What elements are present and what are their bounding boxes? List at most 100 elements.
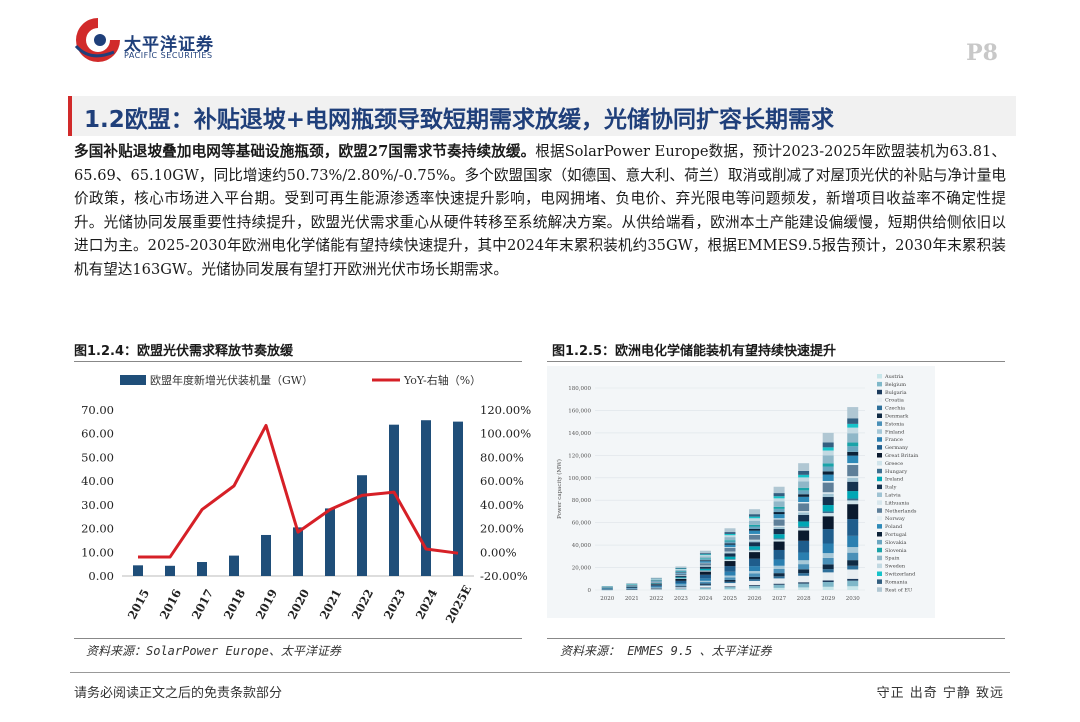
segment-2027-Sweden (773, 498, 785, 502)
segment-2024-Latvia (699, 565, 711, 567)
segment-2026-Greece (749, 550, 761, 553)
legend-swatch-Slovakia (877, 539, 882, 545)
segment-2030-Hungary (847, 498, 859, 501)
segment-2024-France (699, 578, 711, 581)
legend-label-Slovenia: Slovenia (885, 548, 907, 554)
x-tick-2018: 2018 (221, 587, 248, 622)
segment-2029-Ireland (822, 505, 834, 512)
y-left-tick: 50.00 (81, 450, 114, 464)
segment-2028-Italy (798, 514, 810, 522)
segment-2026-Netherlands (749, 534, 761, 540)
legend-label-Portugal: Portugal (885, 532, 907, 538)
segment-2030-Portugal (847, 451, 859, 456)
x-tick-2022: 2022 (349, 587, 376, 622)
segment-2024-Portugal (699, 560, 711, 562)
company-logo (70, 12, 220, 68)
y-tick: 0 (588, 588, 592, 594)
segment-2028-Estonia (798, 564, 810, 570)
bar-2015 (133, 565, 143, 576)
segment-2024-Croatia (699, 585, 711, 588)
segment-2029-Finland (822, 553, 834, 558)
legend-swatch-Portugal (877, 532, 882, 537)
segment-2030-Great Britain (847, 504, 859, 520)
segment-2027-Finland (773, 565, 785, 569)
segment-2029-Bulgaria (822, 580, 834, 582)
segment-2026-Latvia (749, 540, 761, 543)
segment-2029-Sweden (822, 450, 834, 456)
legend-swatch-Estonia (877, 421, 882, 426)
segment-2028-Spain (798, 481, 810, 488)
segment-2030-Switzerland (847, 423, 859, 428)
segment-2027-Ireland (773, 534, 785, 539)
bar-2022 (357, 475, 367, 576)
segment-2025-Bulgaria (724, 586, 736, 587)
figure-right-source: 资料来源： EMMES 9.5 、太平洋证券 (560, 644, 772, 658)
segment-2022-France (650, 586, 662, 588)
segment-2025-Switzerland (724, 533, 736, 536)
segment-2027-Netherlands (773, 519, 785, 526)
segment-2022-Netherlands (650, 581, 662, 583)
segment-2024-Germany (699, 574, 711, 579)
segment-2025-Denmark (724, 579, 736, 582)
figure-right-rule (547, 361, 1005, 362)
segment-2028-Slovakia (798, 490, 810, 495)
y-left-tick: 70.00 (81, 403, 114, 417)
segment-2028-France (798, 552, 810, 561)
y-right-tick: 20.00% (480, 522, 524, 536)
segment-2022-Poland (650, 580, 662, 582)
segment-2026-Poland (749, 530, 761, 534)
segment-2022-Croatia (650, 588, 662, 590)
segment-2025-Croatia (724, 583, 736, 587)
segment-2022-Spain (650, 579, 662, 581)
legend-label-Belgium: Belgium (885, 382, 906, 388)
segment-2029-France (822, 543, 834, 554)
segment-2030-France (847, 535, 859, 548)
y-right-tick: 40.00% (480, 498, 524, 512)
segment-2023-Germany (675, 580, 687, 584)
segment-2027-Italy (773, 528, 785, 535)
x-tick-2024: 2024 (413, 587, 440, 622)
segment-2029-Estonia (822, 557, 834, 565)
segment-2030-Greece (847, 500, 859, 505)
segment-2025-France (724, 571, 736, 576)
legend-swatch-Hungary (877, 468, 882, 474)
y-right-tick: 120.00% (480, 403, 531, 417)
segment-2029-Portugal (822, 471, 834, 475)
legend-swatch-Germany (877, 445, 882, 450)
footer-motto: 守正 出奇 宁静 致远 (876, 686, 1004, 701)
bar-2025E (453, 421, 463, 576)
segment-2027-Norway (773, 518, 785, 520)
legend-label-Latvia: Latvia (885, 493, 901, 499)
segment-2029-Belgium (822, 581, 834, 587)
figure-left-title: 图1.2.4：欧盟光伏需求释放节奏放缓 (74, 344, 294, 359)
segment-2024-Estonia (699, 581, 711, 584)
segment-2024-Sweden (699, 555, 711, 557)
segment-2025-Netherlands (724, 547, 736, 552)
y-tick: 80,000 (572, 498, 592, 504)
segment-2030-Lithuania (847, 476, 859, 479)
segment-2025-Greece (724, 559, 736, 562)
segment-2026-Great Britain (749, 552, 761, 559)
segment-2027-Greece (773, 539, 785, 542)
segment-2025-Slovenia (724, 540, 736, 542)
legend-swatch-Denmark (877, 413, 882, 418)
segment-2027-Spain (773, 501, 785, 507)
segment-2023-Croatia (675, 587, 687, 589)
segment-2023-Romania (675, 567, 687, 569)
y-right-tick: 80.00% (480, 450, 524, 464)
segment-2029-Germany (822, 529, 834, 544)
legend-swatch-Spain (877, 555, 882, 561)
legend-swatch-Rest of EU (877, 587, 882, 592)
legend-label-Poland: Poland (885, 524, 903, 530)
segment-2026-Austria (749, 588, 761, 590)
segment-2028-Austria (798, 587, 810, 590)
legend-label-Denmark: Denmark (885, 414, 909, 420)
legend-label-France: France (885, 437, 903, 443)
segment-2030-Latvia (847, 478, 859, 482)
segment-2023-Italy (675, 576, 687, 578)
segment-2025-Portugal (724, 543, 736, 545)
segment-2025-Slovakia (724, 541, 736, 544)
segment-2027-Lithuania (773, 525, 785, 527)
y-tick: 60,000 (572, 521, 592, 527)
segment-2030-Netherlands (847, 464, 859, 477)
